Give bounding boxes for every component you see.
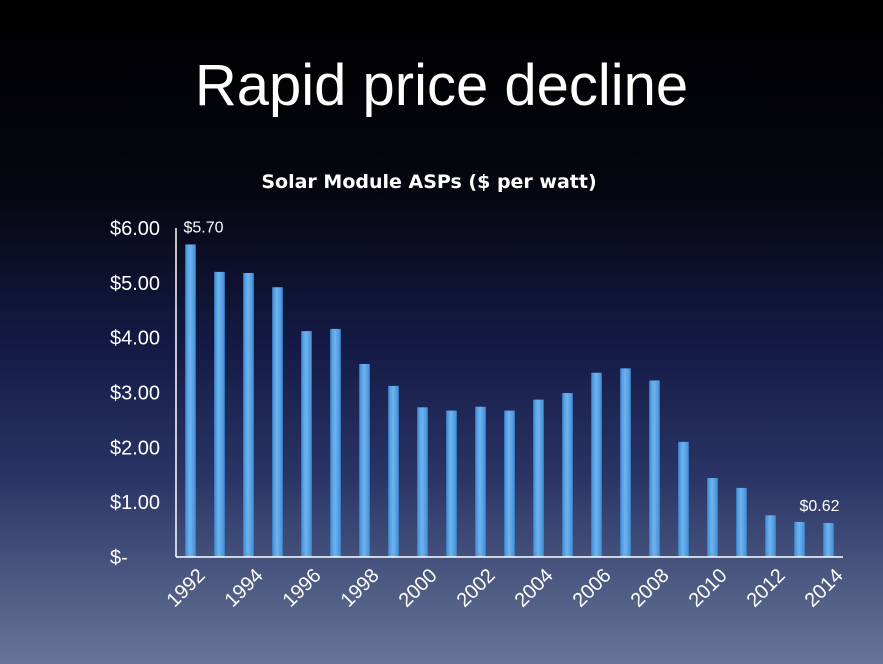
bar-2001 [446, 410, 457, 557]
y-tick-label: $3.00 [110, 383, 160, 405]
bar-2005 [562, 393, 573, 557]
slide-title: Rapid price decline [194, 53, 689, 118]
bar-1995 [272, 287, 283, 557]
data-label: $0.62 [800, 498, 840, 515]
data-label: $5.70 [184, 219, 224, 236]
y-axis-ticks: $- $1.00 $2.00 $3.00 $4.00 $5.00 $6.00 [110, 218, 160, 569]
bar-2004 [533, 399, 544, 557]
bar-2013 [794, 521, 805, 557]
x-tick-label: 2014 [801, 565, 848, 612]
bar-2014 [823, 523, 834, 557]
y-tick-label: $2.00 [110, 437, 160, 459]
bars [185, 244, 834, 557]
x-tick-label: 2004 [511, 565, 558, 612]
bar-1993 [214, 271, 225, 557]
bar-2012 [765, 515, 776, 557]
bar-2006 [591, 372, 602, 557]
bar-2009 [678, 441, 689, 557]
data-labels: $5.70 $0.62 [184, 219, 840, 515]
bar-2007 [620, 368, 631, 557]
bar-1999 [388, 385, 399, 557]
bar-2002 [475, 406, 486, 557]
x-tick-label: 1994 [221, 565, 268, 612]
y-tick-label: $- [110, 547, 128, 569]
y-tick-label: $5.00 [110, 273, 160, 295]
bar-2000 [417, 407, 428, 557]
x-axis-ticks: 1992 1994 1996 1998 2000 2002 2004 2006 2008 2010… [163, 565, 848, 612]
x-tick-label: 1998 [337, 565, 384, 612]
bar-1994 [243, 272, 254, 557]
bar-1996 [301, 331, 312, 557]
bar-1997 [330, 328, 341, 557]
y-tick-label: $6.00 [110, 218, 160, 240]
y-tick-label: $4.00 [110, 328, 160, 350]
bar-1992 [185, 244, 196, 557]
x-tick-label: 1996 [279, 565, 326, 612]
x-tick-label: 2012 [743, 565, 790, 612]
chart-title: Solar Module ASPs ($ per watt) [261, 171, 597, 193]
axes [175, 228, 843, 558]
x-tick-label: 2002 [453, 565, 500, 612]
x-tick-label: 2008 [627, 565, 674, 612]
y-tick-label: $1.00 [110, 492, 160, 514]
x-tick-label: 2006 [569, 565, 616, 612]
bar-2003 [504, 410, 515, 557]
bar-2010 [707, 478, 718, 557]
x-tick-label: 1992 [163, 565, 210, 612]
bar-1998 [359, 363, 370, 557]
bar-2008 [649, 380, 660, 557]
x-tick-label: 2010 [685, 565, 732, 612]
x-tick-label: 2000 [395, 565, 442, 612]
bar-2011 [736, 487, 747, 557]
